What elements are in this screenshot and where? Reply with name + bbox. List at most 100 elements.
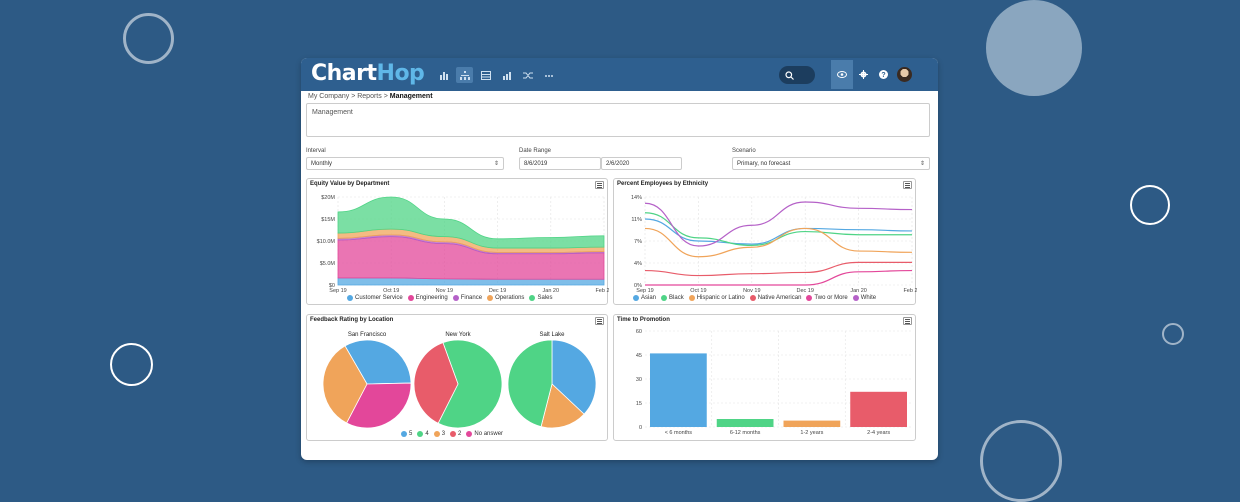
legend-item[interactable]: Native American	[749, 295, 802, 301]
pie-slice	[540, 383, 585, 429]
legend-swatch	[452, 295, 459, 301]
charthop-logo[interactable]: ChartHop	[311, 61, 425, 86]
area-series-sales	[337, 196, 605, 249]
feedback-pie-charts: San Francisco New York Salt Lake	[322, 332, 597, 429]
x-tick-label: 1-2 years	[800, 430, 823, 436]
help-icon[interactable]: ?	[873, 60, 893, 89]
x-tick-label: 2-4 years	[867, 430, 890, 436]
pie-title: New York	[445, 332, 471, 338]
legend-item[interactable]: Two or More	[806, 295, 848, 301]
x-tick-label: < 6 months	[665, 430, 693, 436]
line-series-two-or-more	[645, 269, 913, 286]
legend-label: Hispanic or Latino	[696, 295, 745, 301]
breadcrumb-item[interactable]: Reports	[357, 93, 382, 100]
org-chart-icon[interactable]	[456, 67, 473, 83]
legend-item[interactable]: White	[852, 295, 877, 301]
x-tick-label: Oct 19	[690, 288, 706, 294]
legend-item[interactable]: Hispanic or Latino	[688, 295, 745, 301]
decor-circle	[986, 0, 1082, 96]
legend-label: Sales	[537, 295, 553, 301]
x-tick-label: Sep 19	[636, 288, 653, 294]
legend-label: Native American	[757, 295, 802, 301]
legend-item[interactable]: Black	[661, 295, 684, 301]
y-tick-label: 30	[636, 377, 642, 383]
y-tick-label: 0	[639, 425, 642, 431]
analytics-icon[interactable]	[498, 67, 515, 83]
promotion-bar-chart: 60 45 30 15 0 < 6 months 6-12 months 1-2 years 2…	[636, 329, 912, 436]
chart-legend: Customer Service Engineering Finance Operat…	[347, 295, 552, 301]
panel-menu-icon[interactable]	[595, 181, 604, 189]
report-title-field[interactable]: Management	[306, 103, 930, 137]
y-tick-label: $15M	[321, 217, 335, 223]
search-icon	[785, 70, 794, 80]
pie-slice	[322, 345, 368, 424]
legend-label: Engineering	[415, 295, 448, 301]
pie-slice	[507, 339, 553, 428]
legend-label: Customer Service	[355, 295, 403, 301]
scenario-label: Scenario	[732, 148, 756, 154]
pie-slice	[437, 339, 503, 429]
legend-swatch	[417, 431, 424, 437]
search-button[interactable]	[779, 66, 815, 84]
decor-circle	[980, 420, 1062, 502]
date-start-input[interactable]: 8/6/2019	[519, 157, 601, 170]
table-icon[interactable]	[477, 67, 494, 83]
legend-item[interactable]: Asian	[633, 295, 656, 301]
panel-title: Feedback Rating by Location	[310, 317, 394, 323]
legend-swatch	[407, 295, 414, 301]
eye-icon[interactable]	[831, 60, 853, 89]
bar	[850, 391, 907, 427]
x-tick-label: Jan 20	[850, 288, 867, 294]
legend-item[interactable]: Finance	[452, 295, 482, 301]
breadcrumb-item[interactable]: My Company	[308, 93, 350, 100]
panel-title: Percent Employees by Ethnicity	[617, 181, 709, 187]
pie-title: San Francisco	[348, 332, 387, 338]
shuffle-icon[interactable]	[519, 67, 536, 83]
decor-circle	[110, 343, 153, 386]
legend-item[interactable]: Customer Service	[347, 295, 403, 301]
decor-circle	[1130, 185, 1170, 225]
panel-menu-icon[interactable]	[903, 181, 912, 189]
legend-item[interactable]: 3	[433, 431, 445, 437]
legend-swatch	[466, 431, 473, 437]
legend-item[interactable]: Operations	[487, 295, 524, 301]
legend-item[interactable]: Engineering	[407, 295, 448, 301]
line-series-black	[644, 212, 912, 247]
legend-item[interactable]: 5	[401, 431, 412, 437]
ethnicity-panel: Percent Employees by Ethnicity 14% 11% 7% 4…	[613, 178, 917, 305]
promotion-panel: Time to Promotion 60 45 30 15 0 < 6 months 6-1…	[613, 314, 916, 441]
legend-swatch	[433, 431, 440, 437]
y-tick-label: 11%	[631, 217, 642, 223]
legend-item[interactable]: 2	[450, 431, 461, 437]
more-icon[interactable]	[540, 67, 557, 83]
legend-item[interactable]: Sales	[529, 295, 552, 301]
app-window: ChartHop	[301, 58, 938, 460]
y-tick-label: 60	[636, 329, 642, 335]
legend-swatch	[806, 295, 813, 301]
y-tick-label: $5.0M	[320, 261, 336, 267]
legend-label: White	[860, 295, 877, 301]
top-navbar: ChartHop	[301, 58, 938, 91]
legend-label: 5	[409, 431, 413, 437]
date-end-input[interactable]: 2/6/2020	[601, 157, 682, 170]
line-series-native-american	[644, 261, 912, 277]
scenario-select[interactable]: Primary, no forecast ⇕	[732, 157, 930, 170]
legend-item[interactable]: 4	[417, 431, 429, 437]
panel-menu-icon[interactable]	[903, 317, 912, 325]
legend-item[interactable]: No answer	[466, 431, 503, 437]
bar-chart-icon[interactable]	[435, 67, 452, 83]
legend-label: Operations	[495, 295, 525, 301]
legend-swatch	[749, 295, 756, 301]
equity-value-panel: Equity Value by Department $20M $15M $10.0…	[306, 178, 609, 305]
x-tick-label: Dec 19	[489, 288, 506, 294]
breadcrumb: My Company > Reports > Management	[308, 93, 433, 100]
interval-select[interactable]: Monthly ⇕	[306, 157, 504, 170]
x-tick-label: Dec 19	[796, 288, 813, 294]
panel-menu-icon[interactable]	[595, 317, 604, 325]
avatar[interactable]	[897, 67, 912, 82]
gear-icon[interactable]	[853, 60, 873, 89]
y-tick-label: 0%	[634, 283, 642, 289]
legend-swatch	[661, 295, 668, 301]
x-tick-label: Sep 19	[329, 288, 346, 294]
